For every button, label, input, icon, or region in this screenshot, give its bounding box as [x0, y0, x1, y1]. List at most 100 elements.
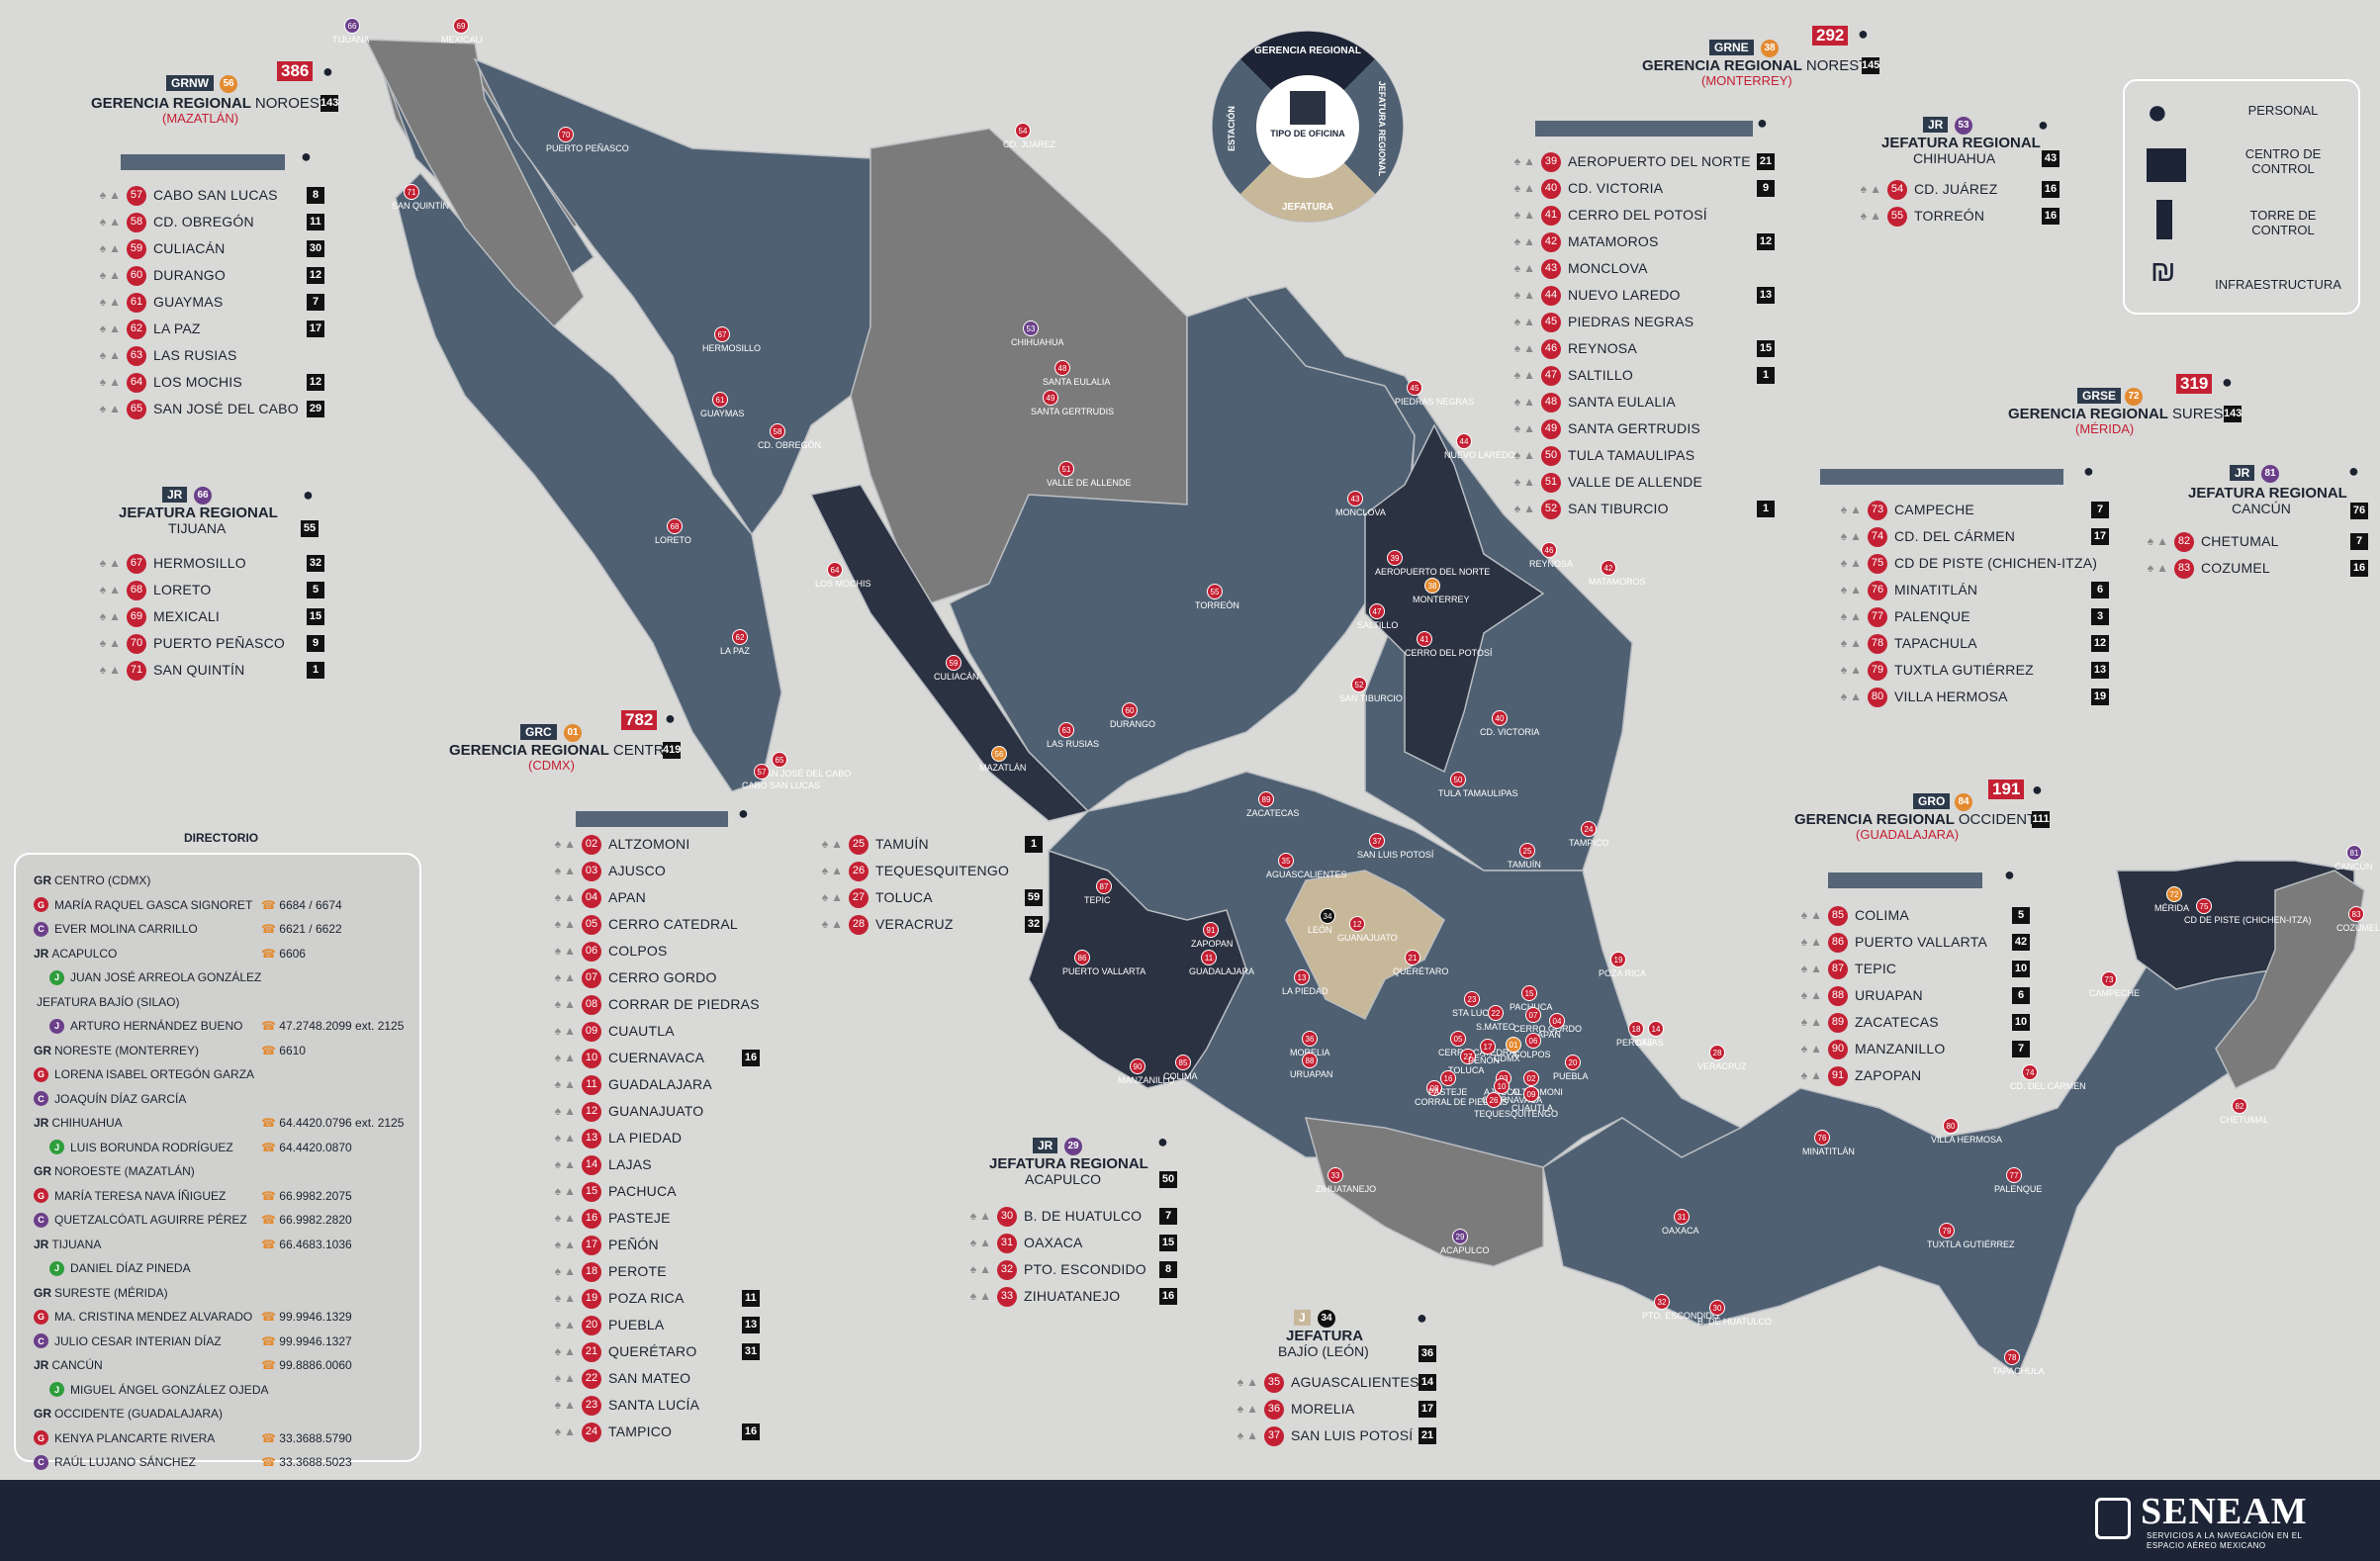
map-pin[interactable]: 66: [344, 18, 360, 34]
map-pin[interactable]: 22: [1488, 1005, 1504, 1021]
map-pin[interactable]: 43: [1347, 491, 1363, 506]
map-pin[interactable]: 28: [1709, 1045, 1725, 1060]
map-pin[interactable]: 34: [1320, 908, 1335, 924]
map-pin[interactable]: 31: [1674, 1209, 1690, 1225]
map-pin[interactable]: 23: [1464, 991, 1480, 1007]
map-pin[interactable]: 25: [1519, 843, 1535, 859]
station-staff-count: 16: [742, 1050, 760, 1066]
map-pin[interactable]: 15: [1521, 985, 1537, 1001]
map-pin[interactable]: 65: [772, 752, 787, 768]
map-pin[interactable]: 09: [1523, 1086, 1539, 1102]
map-pin[interactable]: 90: [1130, 1058, 1145, 1074]
map-pin[interactable]: 24: [1581, 821, 1597, 837]
map-pin[interactable]: 42: [1601, 560, 1616, 576]
map-pin[interactable]: 10: [1494, 1078, 1510, 1094]
map-pin[interactable]: 41: [1417, 631, 1432, 647]
map-pin[interactable]: 35: [1278, 853, 1294, 869]
map-pin[interactable]: 59: [946, 655, 961, 671]
directory-role-badge: G: [34, 897, 48, 913]
map-pin[interactable]: 64: [827, 562, 843, 578]
map-pin[interactable]: 85: [1175, 1055, 1191, 1070]
map-pin[interactable]: 19: [1610, 952, 1626, 967]
map-pin[interactable]: 05: [1450, 1031, 1466, 1047]
map-pin[interactable]: 36: [1302, 1031, 1318, 1047]
map-pin[interactable]: 01: [1506, 1037, 1521, 1053]
map-pin[interactable]: 82: [2232, 1098, 2247, 1114]
map-pin[interactable]: 07: [1525, 1007, 1541, 1023]
map-pin[interactable]: 51: [1058, 461, 1074, 477]
map-pin[interactable]: 32: [1654, 1294, 1670, 1310]
map-pin[interactable]: 49: [1043, 390, 1058, 406]
map-pin[interactable]: 45: [1407, 380, 1422, 396]
grne-station-list: ♠ ▲ 39 AEROPUERTO DEL NORTE 21 ♠ ▲ 40 CD. VICTOR…: [1484, 148, 1777, 522]
map-pin[interactable]: 12: [1349, 916, 1365, 932]
infraestructura-icon: ▲: [564, 997, 576, 1011]
map-pin[interactable]: 74: [2022, 1064, 2038, 1080]
map-pin-label: DURANGO: [1110, 719, 1156, 729]
map-pin[interactable]: 79: [1939, 1223, 1955, 1239]
map-pin[interactable]: 46: [1541, 542, 1557, 558]
map-pin[interactable]: 08: [1426, 1080, 1442, 1096]
station-number: 46: [1541, 338, 1561, 359]
map-pin[interactable]: 16: [1440, 1070, 1456, 1086]
map-pin[interactable]: 81: [2346, 845, 2362, 861]
map-pin[interactable]: 40: [1492, 710, 1508, 726]
map-pin[interactable]: 21: [1405, 950, 1420, 965]
map-pin[interactable]: 58: [770, 423, 785, 439]
map-pin[interactable]: 11: [1201, 950, 1217, 965]
map-pin[interactable]: 68: [667, 518, 683, 534]
map-pin[interactable]: 02: [1523, 1070, 1539, 1086]
map-pin[interactable]: 27: [1460, 1049, 1476, 1064]
map-pin[interactable]: 57: [754, 764, 770, 780]
map-pin[interactable]: 77: [2006, 1167, 2022, 1183]
map-pin[interactable]: 86: [1074, 950, 1090, 965]
map-pin[interactable]: 71: [404, 184, 419, 200]
map-pin[interactable]: 73: [2101, 971, 2117, 987]
map-pin[interactable]: 52: [1351, 677, 1367, 692]
map-pin[interactable]: 67: [714, 326, 730, 342]
map-pin[interactable]: 70: [558, 127, 574, 142]
map-pin[interactable]: 04: [1549, 1013, 1565, 1029]
map-pin[interactable]: 63: [1058, 722, 1074, 738]
map-pin[interactable]: 48: [1054, 360, 1070, 376]
map-pin[interactable]: 38: [1424, 578, 1440, 594]
map-pin[interactable]: 55: [1207, 584, 1223, 599]
map-pin[interactable]: 29: [1452, 1229, 1468, 1244]
map-pin[interactable]: 50: [1450, 772, 1466, 787]
map-pin[interactable]: 33: [1327, 1167, 1343, 1183]
torre-de-control-icon: ♠: [1860, 209, 1868, 223]
map-pin[interactable]: 78: [2004, 1349, 2020, 1365]
map-pin[interactable]: 88: [1302, 1053, 1318, 1068]
map-pin[interactable]: 87: [1096, 878, 1112, 894]
map-pin[interactable]: 89: [1258, 791, 1274, 807]
map-pin[interactable]: 26: [1486, 1092, 1502, 1108]
map-pin[interactable]: 80: [1943, 1118, 1959, 1134]
map-pin[interactable]: 06: [1525, 1033, 1541, 1049]
map-pin[interactable]: 17: [1480, 1039, 1496, 1055]
map-pin[interactable]: 47: [1369, 603, 1385, 619]
map-pin[interactable]: 30: [1709, 1300, 1725, 1316]
map-pin[interactable]: 76: [1814, 1130, 1830, 1146]
map-pin[interactable]: 61: [712, 392, 728, 408]
map-pin[interactable]: 20: [1565, 1055, 1581, 1070]
map-pin[interactable]: 18: [1628, 1021, 1644, 1037]
map-pin[interactable]: 62: [732, 629, 748, 645]
map-pin[interactable]: 39: [1387, 550, 1403, 566]
map-pin[interactable]: 91: [1203, 922, 1219, 938]
station-name: MATAMOROS: [1568, 233, 1659, 249]
map-pin[interactable]: 54: [1015, 123, 1031, 138]
map-pin[interactable]: 83: [2348, 906, 2364, 922]
map-pin[interactable]: 13: [1294, 969, 1310, 985]
map-pin-label: VERACRUZ: [1697, 1061, 1747, 1071]
map-pin[interactable]: 60: [1122, 702, 1138, 718]
map-pin[interactable]: 69: [453, 18, 469, 34]
grse-station-list: ♠ ▲ 73 CAMPECHE 7 ♠ ▲ 74 CD. DEL CÁRMEN 17 ♠ ▲ 75 CD …: [1810, 497, 2109, 710]
map-pin[interactable]: 56: [991, 746, 1007, 762]
map-pin[interactable]: 53: [1023, 321, 1039, 336]
directory-heading-text: SURESTE (MÉRIDA): [54, 1285, 168, 1300]
map-pin[interactable]: 37: [1369, 833, 1385, 849]
map-pin[interactable]: 72: [2166, 886, 2182, 902]
map-pin[interactable]: 75: [2196, 898, 2212, 914]
map-pin[interactable]: 14: [1648, 1021, 1664, 1037]
map-pin[interactable]: 44: [1456, 433, 1472, 449]
